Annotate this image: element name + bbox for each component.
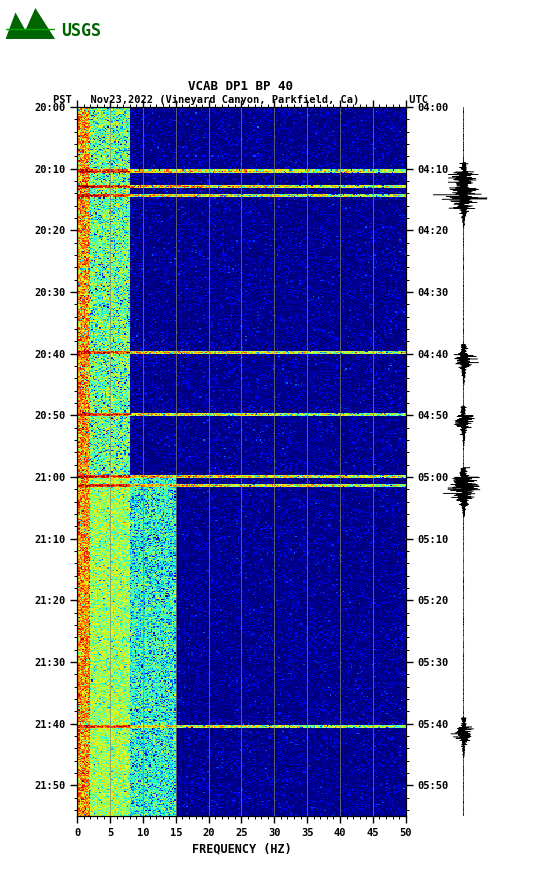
X-axis label: FREQUENCY (HZ): FREQUENCY (HZ) (192, 842, 291, 855)
Text: USGS: USGS (61, 22, 100, 40)
Polygon shape (6, 8, 55, 39)
Text: PST   Nov23,2022 (Vineyard Canyon, Parkfield, Ca)        UTC: PST Nov23,2022 (Vineyard Canyon, Parkfie… (52, 95, 428, 105)
Text: VCAB DP1 BP 40: VCAB DP1 BP 40 (188, 79, 293, 93)
